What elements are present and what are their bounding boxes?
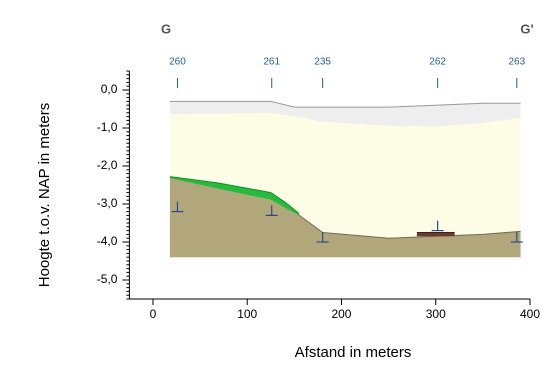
layer [416,232,455,237]
x-tick-label: 400 [520,307,540,321]
borehole-label: 262 [429,57,446,68]
borehole-marker [316,232,329,243]
section-label: G [161,21,171,36]
y-tick-label: -1,0 [97,120,118,134]
x-tick-label: 200 [331,307,351,321]
y-tick-label: -4,0 [97,234,118,248]
x-tick-label: 100 [237,307,257,321]
layer-boundary [169,100,521,108]
y-axis-label: Hoogte t.o.v. NAP in meters [36,103,53,288]
layer [169,177,521,258]
borehole-label: 260 [169,57,186,68]
borehole-marker [510,232,523,243]
borehole-marker [431,220,444,232]
borehole-label: 263 [508,57,525,68]
y-tick-label: 0,0 [101,82,118,96]
layer [169,101,521,127]
layer-boundary [169,176,300,214]
section-label: G' [520,21,533,36]
x-tick-label: 300 [426,307,446,321]
y-tick-label: -3,0 [97,196,118,210]
borehole-label: 261 [263,57,280,68]
layer [169,176,300,216]
y-tick-label: -5,0 [97,272,118,286]
borehole-marker [171,201,184,213]
borehole-marker [265,205,278,216]
x-tick-label: 0 [150,307,157,321]
y-tick-label: -2,0 [97,158,118,172]
x-axis-label: Afstand in meters [295,344,412,361]
layer-boundary [169,113,521,128]
borehole-label: 235 [314,57,331,68]
